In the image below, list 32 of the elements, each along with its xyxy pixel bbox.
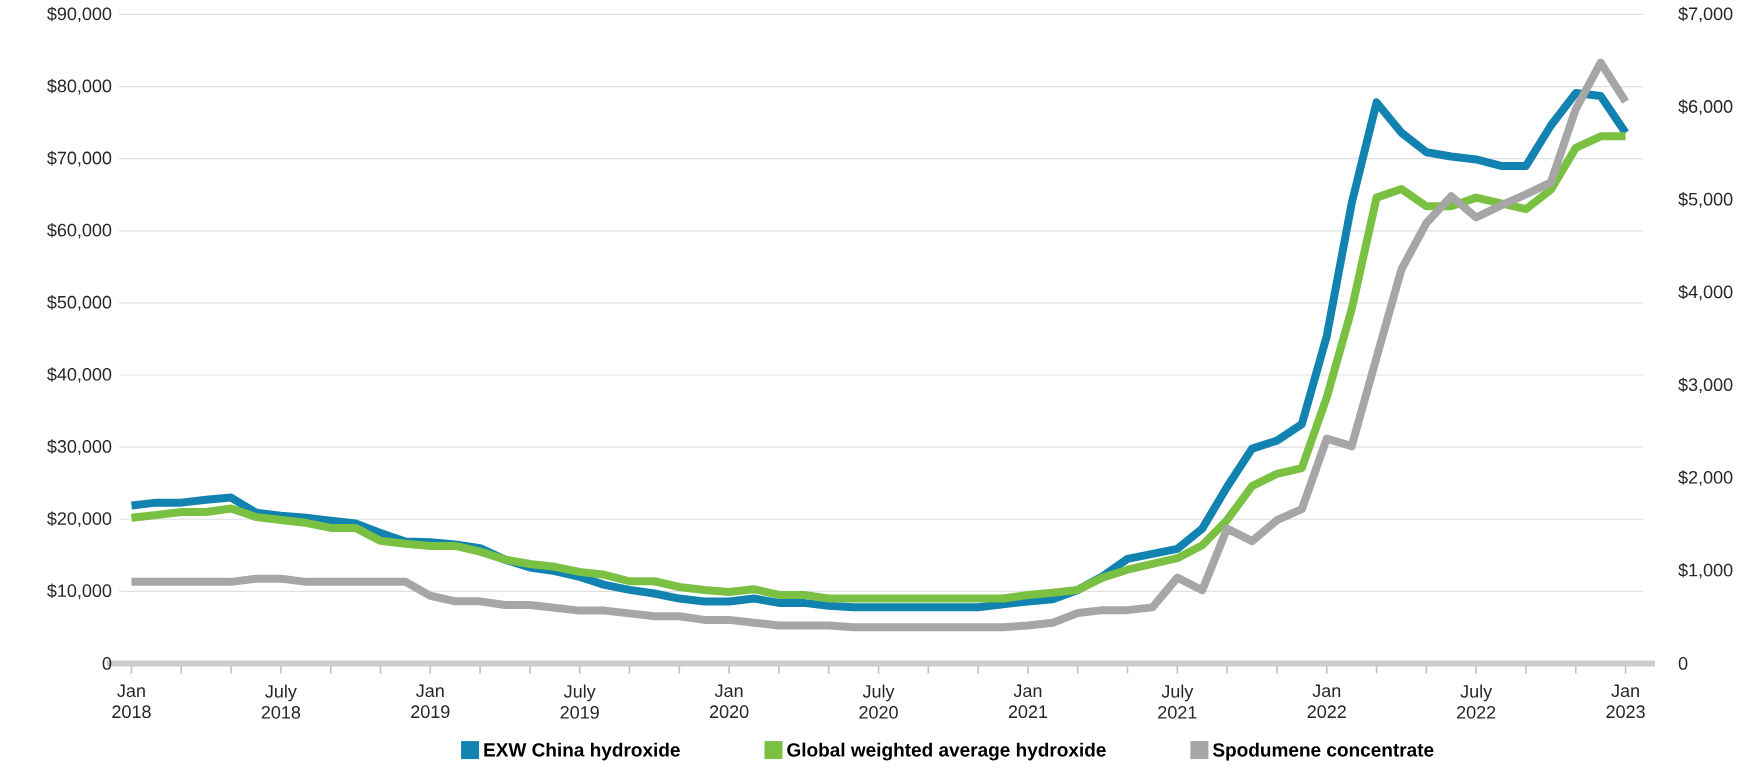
x-tick-label: Jan 2019 xyxy=(411,684,450,718)
x-tick-label: July 2021 xyxy=(1158,684,1197,719)
legend-label: Global weighted average hydroxide xyxy=(787,742,1106,761)
y2-tick-label: $3,000 xyxy=(1678,377,1733,393)
y2-tick-label: $4,000 xyxy=(1678,284,1733,301)
x-tick-label: July 2019 xyxy=(560,684,599,719)
y-tick-label: $60,000 xyxy=(47,222,112,239)
y2-tick-label: $7,000 xyxy=(1678,6,1733,23)
y-tick-label: $50,000 xyxy=(47,294,112,311)
y-tick-label: $10,000 xyxy=(47,583,112,599)
y-tick-label: 0 xyxy=(102,656,112,670)
x-tick-label: July 2022 xyxy=(1457,684,1496,719)
legend-label: EXW China hydroxide xyxy=(484,742,680,761)
x-tick-label: Jan 2020 xyxy=(710,684,749,718)
y2-tick-label: $1,000 xyxy=(1678,562,1733,579)
y2-tick-label: 0 xyxy=(1678,656,1688,670)
y2-tick-label: $6,000 xyxy=(1678,99,1733,115)
y-tick-label: $80,000 xyxy=(47,78,112,95)
x-tick-label: July 2020 xyxy=(859,684,898,719)
x-tick-label: Jan 2021 xyxy=(1008,684,1048,718)
y-tick-label: $30,000 xyxy=(47,439,112,455)
x-tick-label: Jan 2022 xyxy=(1307,684,1346,718)
x-tick-label: Jan 2023 xyxy=(1606,684,1645,718)
y-tick-label: $20,000 xyxy=(47,511,112,527)
x-tick-label: Jan 2018 xyxy=(112,684,151,718)
y-tick-label: $90,000 xyxy=(47,6,112,23)
legend-label: Spodumene concentrate xyxy=(1212,742,1434,761)
x-tick-label: July 2018 xyxy=(261,684,301,719)
y-tick-label: $40,000 xyxy=(47,366,112,383)
y2-tick-label: $2,000 xyxy=(1678,469,1733,486)
y2-tick-label: $5,000 xyxy=(1678,191,1733,208)
y-tick-label: $70,000 xyxy=(47,150,112,167)
